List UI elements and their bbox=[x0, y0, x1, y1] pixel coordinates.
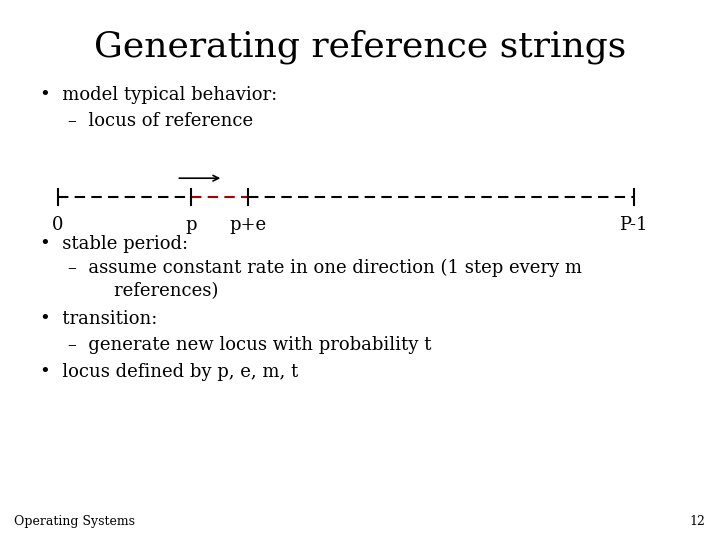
Text: Operating Systems: Operating Systems bbox=[14, 515, 135, 528]
Text: P-1: P-1 bbox=[619, 216, 648, 234]
Text: 12: 12 bbox=[690, 515, 706, 528]
Text: –  assume constant rate in one direction (1 step every m
        references): – assume constant rate in one direction … bbox=[68, 259, 582, 300]
Text: p: p bbox=[185, 216, 197, 234]
Text: 0: 0 bbox=[52, 216, 63, 234]
Text: •  stable period:: • stable period: bbox=[40, 235, 188, 253]
Text: –  locus of reference: – locus of reference bbox=[68, 112, 253, 130]
Text: •  model typical behavior:: • model typical behavior: bbox=[40, 86, 277, 104]
Text: •  transition:: • transition: bbox=[40, 310, 157, 328]
Text: p+e: p+e bbox=[230, 216, 267, 234]
Text: –  generate new locus with probability t: – generate new locus with probability t bbox=[68, 336, 432, 354]
Text: Generating reference strings: Generating reference strings bbox=[94, 30, 626, 64]
Text: •  locus defined by p, e, m, t: • locus defined by p, e, m, t bbox=[40, 363, 298, 381]
